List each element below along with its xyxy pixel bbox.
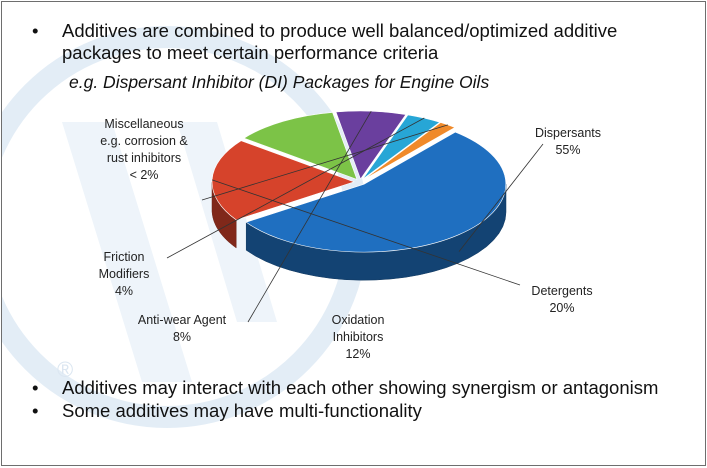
label-line: Friction [104, 250, 145, 264]
bullet-text: Some additives may have multi-functional… [62, 400, 422, 421]
bullet-item: • Some additives may have multi-function… [28, 400, 693, 422]
pie-slice-dispersants [245, 131, 507, 253]
label-line: 20% [549, 301, 574, 315]
label-anti-wear-agent: Anti-wear Agent 8% [138, 313, 227, 344]
label-line: rust inhibitors [107, 151, 181, 165]
bottom-bullet-list: • Additives may interact with each other… [28, 377, 693, 423]
label-miscellaneous: Miscellaneous e.g. corrosion & rust inhibi… [100, 117, 188, 182]
label-detergents: Detergents 20% [531, 284, 592, 315]
label-line: < 2% [130, 168, 159, 182]
leader-line [201, 124, 449, 201]
pie-labels: Dispersants 55% Detergents 20% Oxidation Inhi… [99, 110, 601, 361]
label-line: Inhibitors [333, 330, 384, 344]
pie-slice-detergents [211, 140, 355, 221]
leader-line [247, 110, 372, 323]
label-dispersants: Dispersants 55% [535, 126, 601, 157]
label-line: Modifiers [99, 267, 150, 281]
bullet-dot: • [32, 20, 39, 41]
label-line: 4% [115, 284, 133, 298]
bullet-dot: • [32, 400, 39, 421]
bullet-item: • Additives may interact with each other… [28, 377, 693, 399]
label-line: e.g. corrosion & [100, 134, 188, 148]
leader-line [458, 143, 544, 252]
leader-line [211, 179, 521, 286]
label-line: Detergents [531, 284, 592, 298]
label-line: Dispersants [535, 126, 601, 140]
bullet-item: • Additives are combined to produce well… [28, 20, 693, 64]
label-line: Oxidation [332, 313, 385, 327]
label-line: 8% [173, 330, 191, 344]
bullet-text: Additives are combined to produce well b… [62, 20, 618, 63]
label-line: Miscellaneous [104, 117, 183, 131]
label-line: 12% [345, 347, 370, 361]
leader-line [166, 117, 425, 259]
label-line: Anti-wear Agent [138, 313, 227, 327]
bullet-text: Additives may interact with each other s… [62, 377, 659, 398]
registered-mark-icon: ® [57, 357, 73, 382]
example-line: e.g. Dispersant Inhibitor (DI) Packages … [69, 72, 490, 92]
label-oxidation-inhibitors: Oxidation Inhibitors 12% [332, 313, 385, 361]
label-friction-modifiers: Friction Modifiers 4% [99, 250, 150, 298]
pie-slice-anti-wear-agent [335, 110, 407, 180]
top-bullet-list: • Additives are combined to produce well… [28, 20, 693, 64]
pie-slice-oxidation-inhibitors [243, 112, 358, 180]
bullet-dot: • [32, 377, 39, 398]
label-line: 55% [555, 143, 580, 157]
pie-tops [211, 110, 507, 253]
